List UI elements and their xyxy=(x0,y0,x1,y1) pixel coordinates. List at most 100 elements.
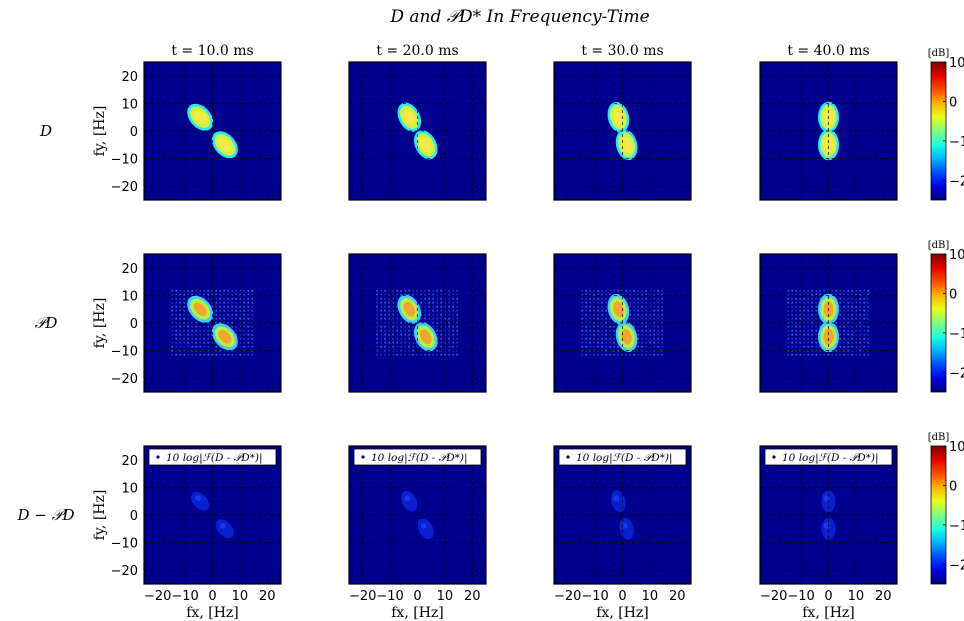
speckle xyxy=(183,317,185,320)
speckle xyxy=(851,337,853,340)
legend-box xyxy=(764,448,893,466)
speckle xyxy=(179,325,181,328)
speckle xyxy=(175,329,177,332)
speckle xyxy=(811,325,813,328)
speckle xyxy=(388,293,390,296)
heatmap-panel: 10 log|ℱ(D - 𝒫D*)| −20 −10 0 10 20 fx, [Hz] xyxy=(759,445,898,621)
blob-peak xyxy=(621,328,632,345)
speckle xyxy=(847,337,849,340)
speckle xyxy=(649,341,651,344)
speckle xyxy=(791,297,793,300)
speckle xyxy=(384,305,386,308)
heatmap-panel xyxy=(553,61,692,201)
speckle xyxy=(811,309,813,312)
speckle xyxy=(384,345,386,348)
panel-frame xyxy=(348,61,487,201)
speckle xyxy=(247,333,249,336)
blob-peak xyxy=(218,329,232,344)
colorbar-tick-label: 10 xyxy=(949,440,964,455)
speckle xyxy=(585,293,587,296)
speckle xyxy=(207,321,209,324)
speckle xyxy=(231,349,233,352)
speckle xyxy=(629,305,631,308)
speckle xyxy=(195,341,197,344)
speckle xyxy=(823,289,825,292)
speckle xyxy=(843,317,845,320)
speckle xyxy=(219,313,221,316)
speckle xyxy=(807,353,809,356)
speckle xyxy=(432,293,434,296)
speckle xyxy=(420,305,422,308)
speckle xyxy=(859,345,861,348)
speckle xyxy=(581,289,583,292)
speckle xyxy=(187,317,189,320)
speckle xyxy=(601,305,603,308)
speckle xyxy=(207,345,209,348)
speckle xyxy=(593,293,595,296)
speckle xyxy=(424,317,426,320)
panel-frame xyxy=(143,253,282,393)
speckle xyxy=(392,329,394,332)
speckle xyxy=(843,301,845,304)
speckle xyxy=(867,297,869,300)
speckle xyxy=(404,329,406,332)
speckle xyxy=(847,309,849,312)
speckle xyxy=(811,349,813,352)
speckle xyxy=(199,289,201,292)
speckle xyxy=(243,329,245,332)
speckle xyxy=(641,321,643,324)
speckle xyxy=(799,325,801,328)
x-axis-label: fx, [Hz] xyxy=(596,605,649,621)
speckle xyxy=(601,345,603,348)
speckle xyxy=(380,353,382,356)
speckle xyxy=(811,345,813,348)
speckle xyxy=(585,313,587,316)
speckle xyxy=(589,345,591,348)
speckle xyxy=(440,329,442,332)
speckle xyxy=(388,289,390,292)
speckle xyxy=(247,345,249,348)
speckle xyxy=(597,337,599,340)
speckle xyxy=(203,353,205,356)
speckle xyxy=(605,345,607,348)
speckle xyxy=(787,313,789,316)
speckle xyxy=(179,341,181,344)
speckle xyxy=(629,313,631,316)
speckle xyxy=(175,305,177,308)
speckle xyxy=(384,341,386,344)
speckle xyxy=(432,301,434,304)
speckle xyxy=(243,341,245,344)
speckle xyxy=(251,317,253,320)
speckle xyxy=(835,289,837,292)
speckle xyxy=(428,353,430,356)
speckle xyxy=(420,313,422,316)
speckle xyxy=(392,313,394,316)
speckle xyxy=(235,325,237,328)
speckle xyxy=(605,325,607,328)
panel-frame xyxy=(759,445,898,585)
y-tick-label: −10 xyxy=(111,153,138,168)
speckle xyxy=(380,301,382,304)
speckle xyxy=(581,309,583,312)
speckle xyxy=(613,289,615,292)
speckle xyxy=(444,353,446,356)
x-axis-label: fx, [Hz] xyxy=(802,605,855,621)
speckle xyxy=(811,293,813,296)
speckle xyxy=(791,317,793,320)
speckle xyxy=(384,289,386,292)
speckle xyxy=(171,341,173,344)
speckle xyxy=(239,317,241,320)
speckle xyxy=(432,325,434,328)
speckle xyxy=(408,333,410,336)
speckle xyxy=(633,309,635,312)
blob-peak xyxy=(613,109,624,126)
speckle xyxy=(641,325,643,328)
speckle xyxy=(585,301,587,304)
speckle xyxy=(795,341,797,344)
speckle xyxy=(424,293,426,296)
speckle xyxy=(428,297,430,300)
speckle xyxy=(207,289,209,292)
speckle xyxy=(203,297,205,300)
speckle xyxy=(424,309,426,312)
